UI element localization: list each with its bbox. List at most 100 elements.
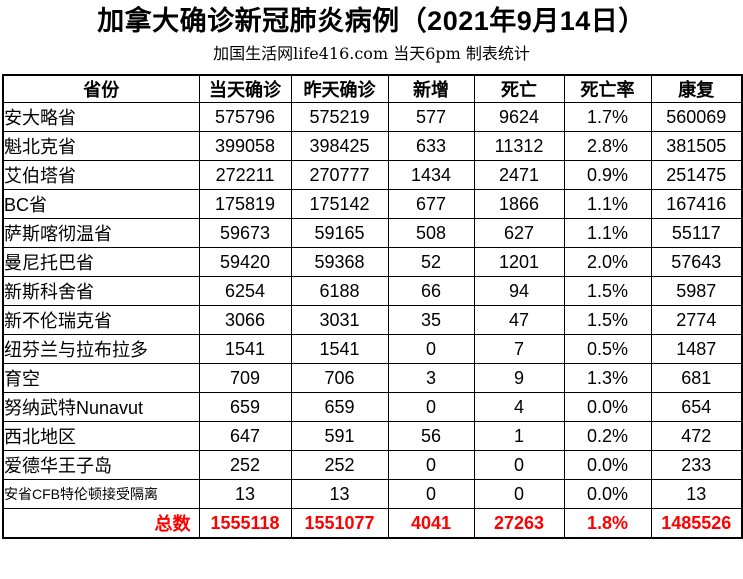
value-cell: 398425 [290,131,389,161]
value-cell: 381505 [650,131,743,161]
value-cell: 1541 [290,334,389,364]
value-cell: 55117 [650,218,743,248]
table-row: 爱德华王子岛 252 252 0 0 0.0% 233 [2,450,743,480]
table-row: 魁北克省 399058 398425 633 11312 2.8% 381505 [2,131,743,161]
value-cell: 1.1% [563,218,652,248]
province-cell: 努纳武特Nunavut [2,392,200,422]
table-row: 新不伦瑞克省 3066 3031 35 47 1.5% 2774 [2,305,743,335]
value-cell: 59420 [198,247,292,277]
value-cell: 577 [387,102,475,132]
value-cell: 0.0% [563,450,652,480]
value-cell: 59165 [290,218,389,248]
value-cell: 654 [650,392,743,422]
value-cell: 3 [387,363,475,393]
table-row: 萨斯喀彻温省 59673 59165 508 627 1.1% 55117 [2,218,743,248]
value-cell: 0 [387,334,475,364]
value-cell: 35 [387,305,475,335]
value-cell: 472 [650,421,743,451]
value-cell: 399058 [198,131,292,161]
province-cell: BC省 [2,189,200,219]
value-cell: 6188 [290,276,389,306]
value-cell: 1.1% [563,189,652,219]
value-cell: 2.0% [563,247,652,277]
header-province: 省份 [2,74,200,103]
province-cell: 育空 [2,363,200,393]
value-cell: 57643 [650,247,743,277]
value-cell: 52 [387,247,475,277]
value-cell: 1.5% [563,276,652,306]
header-recovered: 康复 [650,74,743,103]
header-yesterday-confirmed: 昨天确诊 [290,74,389,103]
value-cell: 560069 [650,102,743,132]
table-row: 育空 709 706 3 9 1.3% 681 [2,363,743,393]
value-cell: 633 [387,131,475,161]
value-cell: 11312 [473,131,565,161]
value-cell: 575796 [198,102,292,132]
value-cell: 66 [387,276,475,306]
value-cell: 3066 [198,305,292,335]
value-cell: 4 [473,392,565,422]
total-deaths: 27263 [473,508,565,539]
value-cell: 59673 [198,218,292,248]
value-cell: 1 [473,421,565,451]
value-cell: 2.8% [563,131,652,161]
value-cell: 1.3% [563,363,652,393]
total-death-rate: 1.8% [563,508,652,539]
value-cell: 0 [387,392,475,422]
value-cell: 0.0% [563,479,652,509]
value-cell: 706 [290,363,389,393]
value-cell: 272211 [198,160,292,190]
value-cell: 6254 [198,276,292,306]
total-row: 总数 1555118 1551077 4041 27263 1.8% 14855… [2,508,743,539]
table-row: 安大略省 575796 575219 577 9624 1.7% 560069 [2,102,743,132]
province-cell: 新斯科舍省 [2,276,200,306]
total-recovered: 1485526 [650,508,743,539]
value-cell: 252 [198,450,292,480]
value-cell: 0.5% [563,334,652,364]
province-cell: 艾伯塔省 [2,160,200,190]
value-cell: 659 [198,392,292,422]
value-cell: 5987 [650,276,743,306]
value-cell: 9624 [473,102,565,132]
value-cell: 1487 [650,334,743,364]
value-cell: 175819 [198,189,292,219]
table-row: 艾伯塔省 272211 270777 1434 2471 0.9% 251475 [2,160,743,190]
value-cell: 0 [387,450,475,480]
covid-table: 省份 当天确诊 昨天确诊 新增 死亡 死亡率 康复 安大略省 575796 5752… [2,74,743,539]
value-cell: 591 [290,421,389,451]
header-today-confirmed: 当天确诊 [198,74,292,103]
value-cell: 167416 [650,189,743,219]
province-cell: 安大略省 [2,102,200,132]
value-cell: 94 [473,276,565,306]
value-cell: 1541 [198,334,292,364]
value-cell: 47 [473,305,565,335]
province-cell: 安省CFB特伦顿接受隔离 [2,479,200,509]
value-cell: 252 [290,450,389,480]
table-row: 安省CFB特伦顿接受隔离 13 13 0 0 0.0% 13 [2,479,743,509]
table-body: 安大略省 575796 575219 577 9624 1.7% 560069 魁北克省 399… [2,102,743,509]
header-death-rate: 死亡率 [563,74,652,103]
total-label: 总数 [2,508,200,539]
table-row: 曼尼托巴省 59420 59368 52 1201 2.0% 57643 [2,247,743,277]
value-cell: 677 [387,189,475,219]
province-cell: 纽芬兰与拉布拉多 [2,334,200,364]
value-cell: 681 [650,363,743,393]
province-cell: 魁北克省 [2,131,200,161]
page-subtitle: 加国生活网life416.com 当天6pm 制表统计 [213,44,530,63]
value-cell: 0.2% [563,421,652,451]
table-row: BC省 175819 175142 677 1866 1.1% 167416 [2,189,743,219]
value-cell: 7 [473,334,565,364]
table-row: 努纳武特Nunavut 659 659 0 4 0.0% 654 [2,392,743,422]
value-cell: 0 [473,450,565,480]
value-cell: 9 [473,363,565,393]
value-cell: 575219 [290,102,389,132]
value-cell: 0.9% [563,160,652,190]
value-cell: 1866 [473,189,565,219]
header-deaths: 死亡 [473,74,565,103]
value-cell: 0 [473,479,565,509]
value-cell: 2774 [650,305,743,335]
header-new-cases: 新增 [387,74,475,103]
total-yesterday-confirmed: 1551077 [290,508,389,539]
value-cell: 0 [387,479,475,509]
